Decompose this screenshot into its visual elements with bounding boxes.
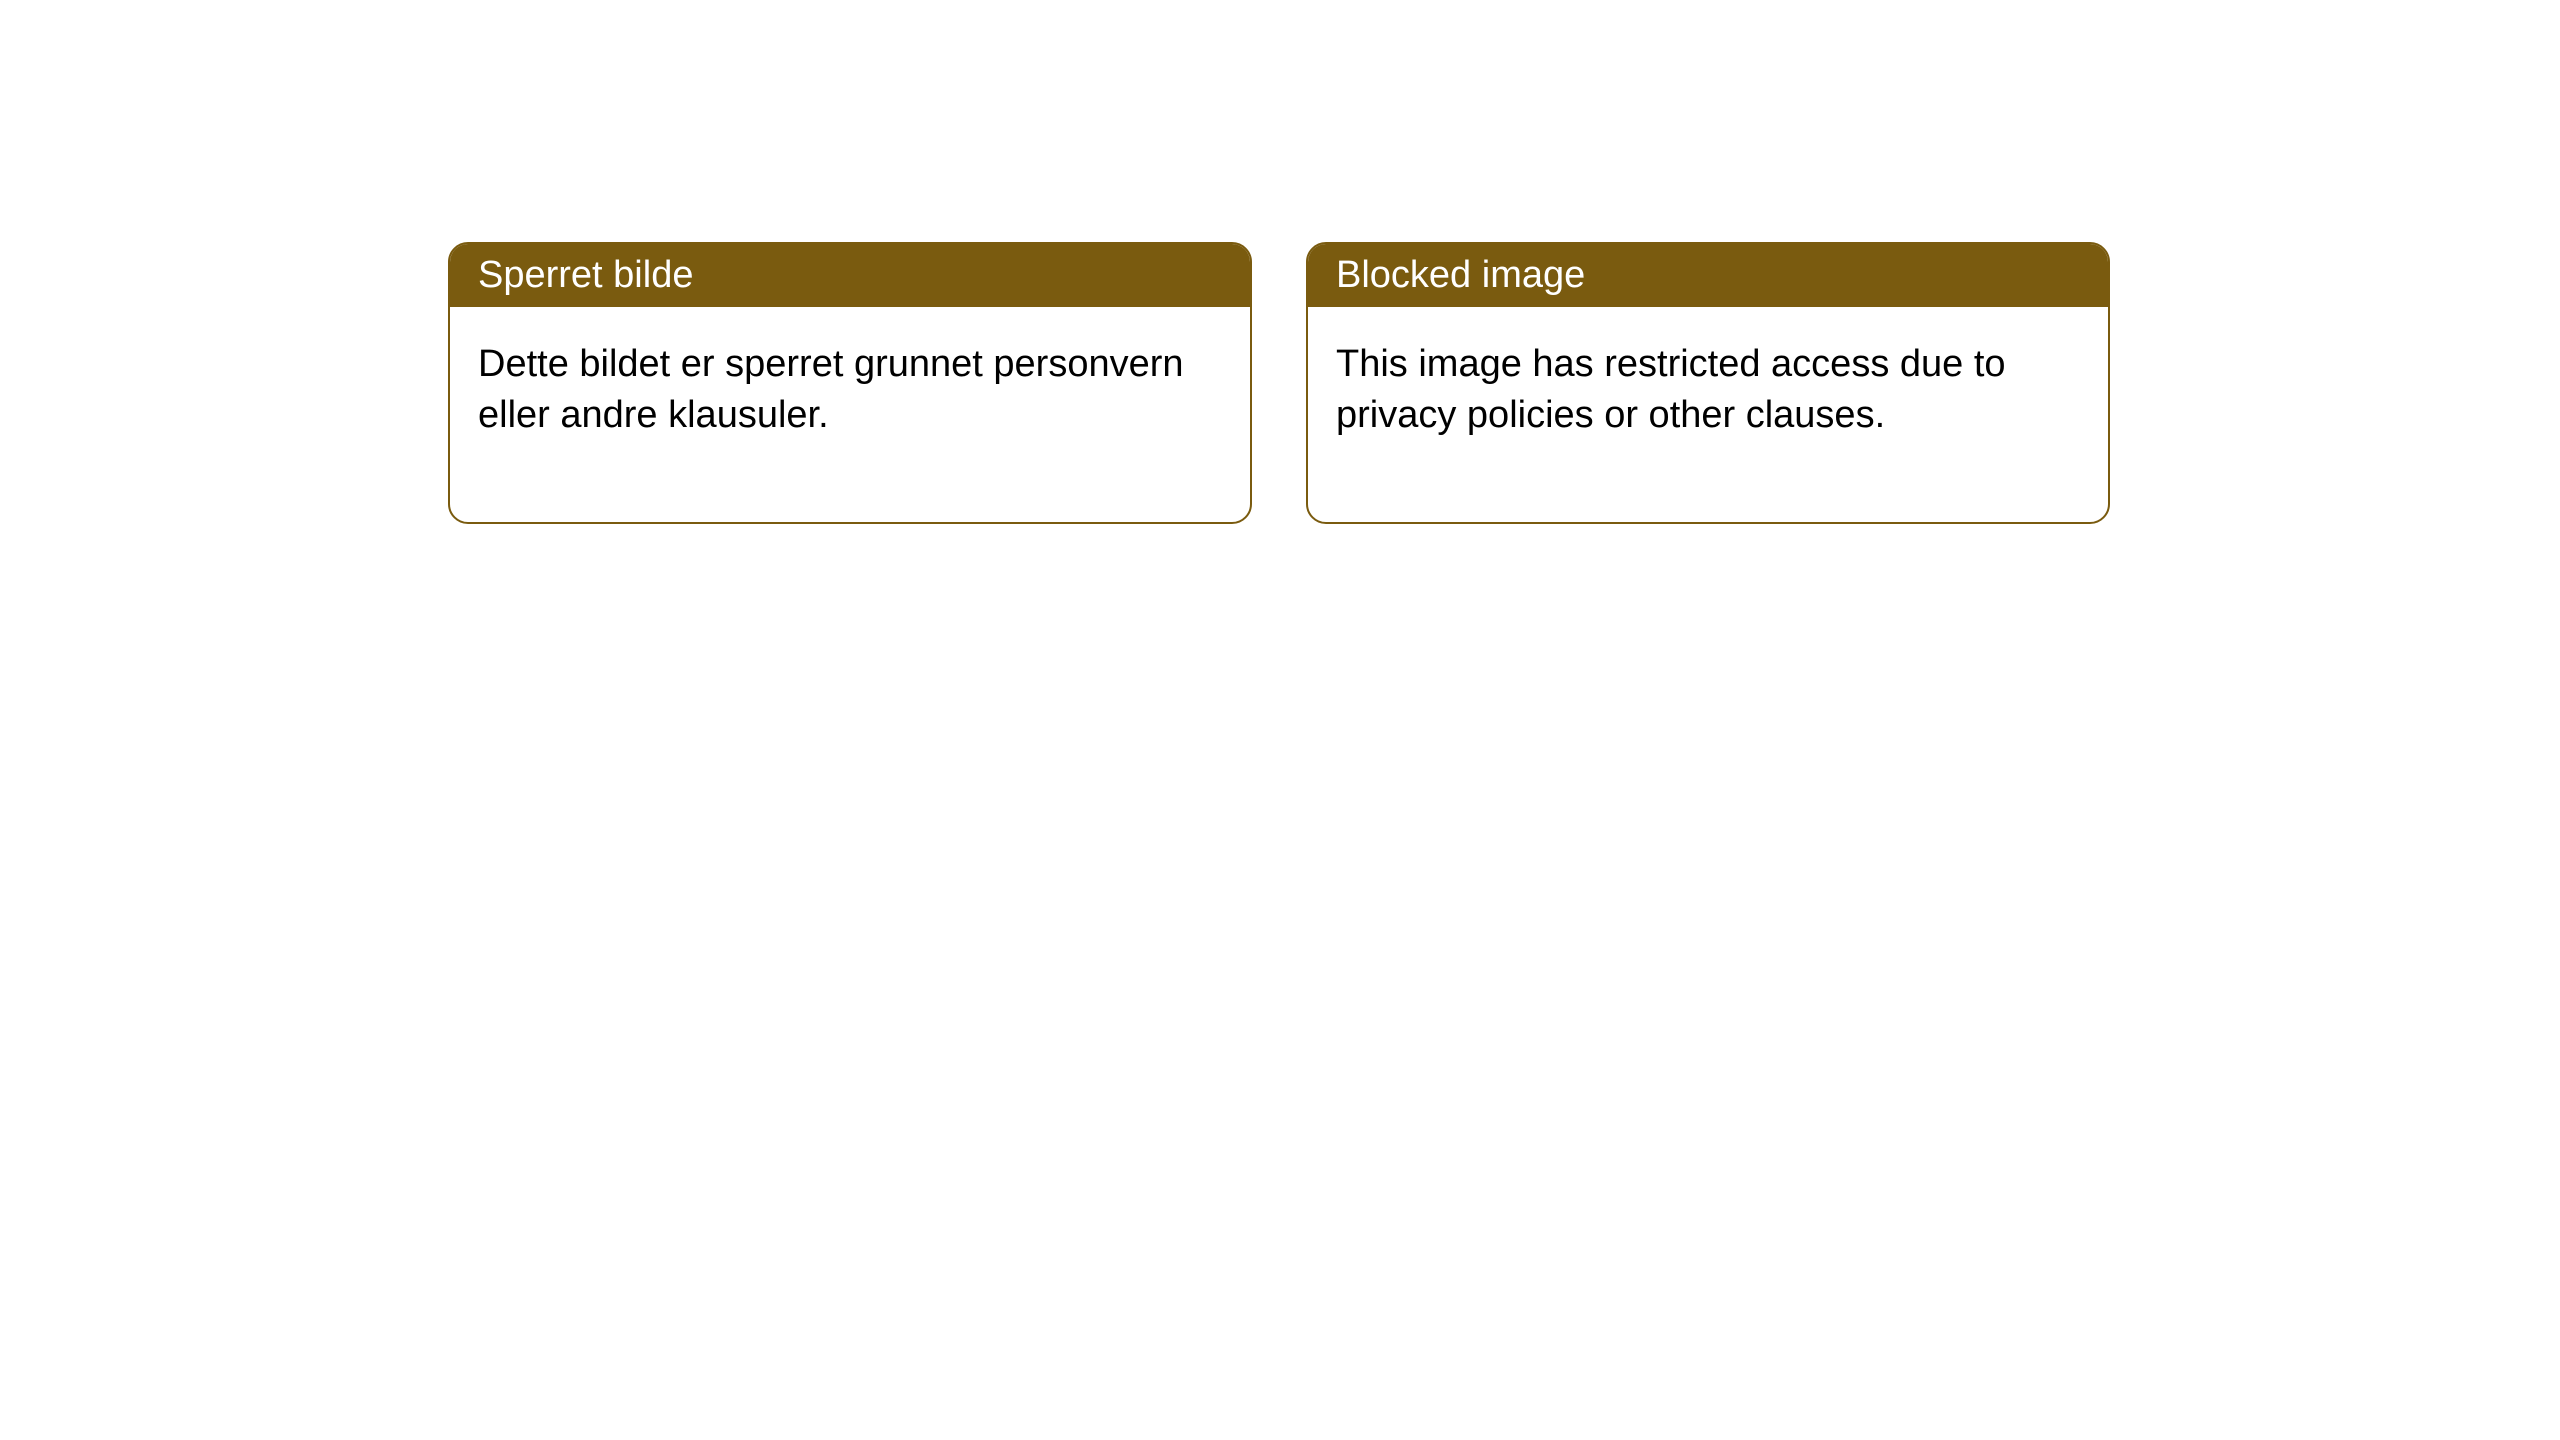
panel-norwegian-body: Dette bildet er sperret grunnet personve…	[450, 307, 1250, 522]
panels-container: Sperret bilde Dette bildet er sperret gr…	[0, 0, 2560, 524]
panel-norwegian-title: Sperret bilde	[450, 244, 1250, 307]
panel-norwegian: Sperret bilde Dette bildet er sperret gr…	[448, 242, 1252, 524]
panel-english-title: Blocked image	[1308, 244, 2108, 307]
panel-english-body: This image has restricted access due to …	[1308, 307, 2108, 522]
panel-english: Blocked image This image has restricted …	[1306, 242, 2110, 524]
